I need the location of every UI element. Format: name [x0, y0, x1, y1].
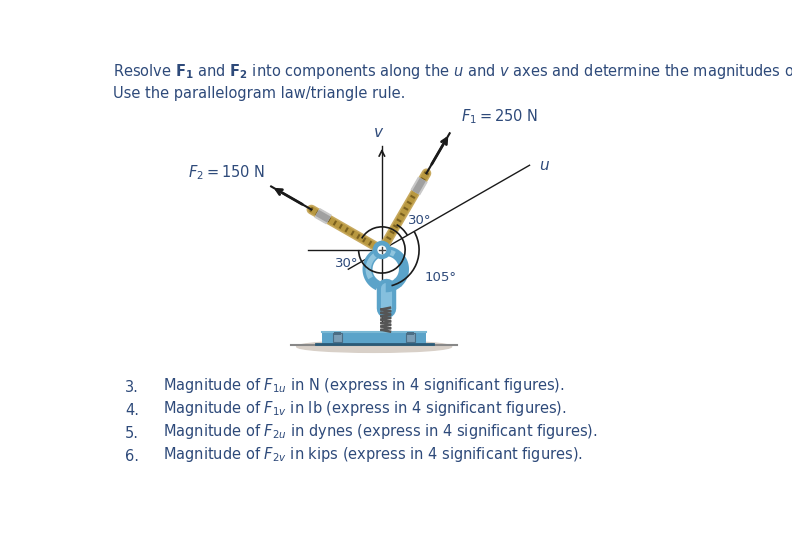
- Text: u: u: [539, 158, 548, 173]
- Circle shape: [372, 241, 391, 259]
- Text: 3.: 3.: [125, 380, 139, 395]
- Text: $F_1 = 250$ N: $F_1 = 250$ N: [461, 107, 539, 125]
- Text: 4.: 4.: [125, 403, 139, 418]
- Circle shape: [377, 245, 386, 255]
- Ellipse shape: [297, 341, 451, 352]
- Bar: [334, 332, 341, 335]
- Text: $F_2 = 150$ N: $F_2 = 150$ N: [188, 163, 265, 182]
- Text: 6.: 6.: [125, 449, 139, 464]
- Bar: [407, 332, 414, 335]
- Text: 5.: 5.: [125, 426, 139, 441]
- Text: Resolve $\bf{F}_1$ and $\bf{F}_2$ into components along the $\it{u}$ and $\it{v}: Resolve $\bf{F}_1$ and $\bf{F}_2$ into c…: [113, 62, 792, 81]
- Polygon shape: [366, 249, 396, 279]
- Bar: [333, 333, 342, 342]
- Text: Magnitude of $F_{1v}$ in lb (express in 4 significant figures).: Magnitude of $F_{1v}$ in lb (express in …: [162, 399, 566, 418]
- Text: 30°: 30°: [335, 257, 359, 270]
- Polygon shape: [386, 279, 402, 292]
- Polygon shape: [363, 246, 409, 290]
- Text: Use the parallelogram law/triangle rule.: Use the parallelogram law/triangle rule.: [113, 86, 406, 100]
- Text: 30°: 30°: [408, 214, 432, 227]
- Bar: [322, 332, 426, 344]
- Text: Magnitude of $F_{2u}$ in dynes (express in 4 significant figures).: Magnitude of $F_{2u}$ in dynes (express …: [162, 422, 597, 441]
- Text: v: v: [374, 125, 383, 140]
- Bar: [406, 333, 415, 342]
- Text: Magnitude of $F_{2v}$ in kips (express in 4 significant figures).: Magnitude of $F_{2v}$ in kips (express i…: [162, 445, 582, 464]
- Bar: [406, 333, 415, 342]
- Bar: [333, 333, 342, 342]
- Text: Magnitude of $F_{1u}$ in N (express in 4 significant figures).: Magnitude of $F_{1u}$ in N (express in 4…: [162, 376, 565, 395]
- Text: 105°: 105°: [425, 272, 457, 285]
